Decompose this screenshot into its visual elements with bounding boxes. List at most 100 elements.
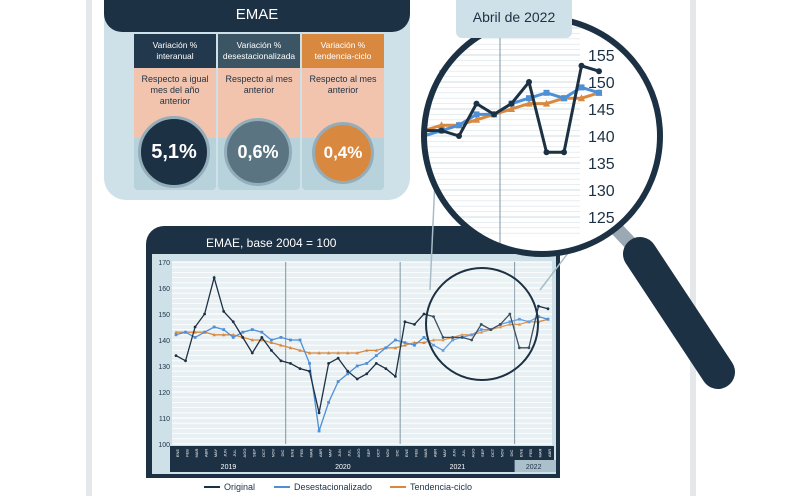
data-point [241,330,245,334]
data-point [203,330,207,334]
data-point [212,332,216,337]
data-point [432,343,435,347]
year-label: 2022 [526,464,542,471]
summary-title: EMAE [104,0,410,32]
data-point [393,345,398,350]
column-desestacionalizada: Variación % desestacionalizada Respecto … [218,34,300,192]
data-point [403,341,407,344]
data-point [336,380,340,383]
data-point [260,336,264,339]
value-bubble: 0,4% [312,122,374,184]
data-point [241,336,245,339]
y-tick-label: 160 [158,286,170,293]
data-point [489,328,493,331]
y-tick-label: 170 [158,260,170,267]
chart-area: 100 110 120 130 140 150 160 170 ENE FEB MAR ABR MAY J… [152,254,559,474]
data-point [479,323,483,326]
x-tick-label: JUL [461,449,466,457]
data-point [212,276,216,279]
x-tick-label: JUN [452,449,457,457]
x-tick-label: AGO [356,449,361,458]
year-label: 2019 [221,464,237,471]
data-point [269,340,274,344]
data-point [517,317,521,321]
data-point [365,348,369,352]
data-point [326,351,331,355]
plot-background [172,262,552,444]
data-point [298,338,302,342]
data-point [365,362,369,365]
data-point [308,362,311,365]
data-point [470,333,474,337]
legend-swatch [274,486,290,488]
column-title: Variación % tendencia-ciclo [302,34,384,68]
data-point [470,338,474,342]
legend-swatch [204,486,220,488]
data-point [460,332,464,337]
x-tick-label: JUL [347,449,352,457]
data-point [327,362,331,365]
data-point [517,346,521,350]
x-tick-label: ENE [175,449,180,458]
column-title: Variación % interanual [134,34,216,68]
data-point [479,330,483,334]
y-tick-label: 130 [158,364,170,371]
data-point [355,351,359,355]
x-tick-label: ENE [518,449,523,458]
x-tick-label: ABR [204,449,209,457]
x-tick-label: ENE [289,449,294,458]
data-point [260,330,264,334]
data-point [193,330,197,334]
data-point [527,346,531,350]
x-tick-label: JUN [223,449,228,457]
column-interanual: Variación % interanual Respecto a igual … [134,34,216,192]
x-tick-label: MAR [309,448,314,457]
data-point [412,340,417,344]
data-point [222,328,226,331]
x-tick-label: NOV [385,448,390,457]
data-point [374,354,378,357]
y-tick-label: 110 [159,416,170,423]
y-tick-label: 120 [158,390,170,397]
data-point [403,343,407,347]
legend-original: Original [204,482,255,492]
x-tick-label: NOV [499,448,504,457]
data-point [174,333,178,337]
x-tick-label: MAY [213,448,218,457]
x-tick-label: FEB [413,449,418,457]
data-point [384,367,388,370]
data-point [393,375,397,378]
line-chart: 100 110 120 130 140 150 160 170 ENE FEB MAR ABR MAY J… [158,260,559,472]
magnifier-label: Abril de 2022 [456,0,572,38]
data-point [193,336,197,339]
x-tick-label: AGO [242,449,247,458]
data-point [298,367,302,370]
data-point [307,351,312,355]
data-point [317,429,321,433]
x-tick-label: MAR [194,448,199,457]
month-axis-band [170,446,554,460]
data-point [517,322,522,326]
data-point [355,364,359,368]
x-tick-label: MAY [442,448,447,457]
column-tendencia: Variación % tendencia-ciclo Respecto al … [302,34,384,192]
chart-title: EMAE, base 2004 = 100 [206,236,337,250]
x-tick-label: OCT [490,448,495,457]
data-point [546,307,550,311]
x-tick-label: NOV [270,448,275,457]
data-point [289,338,292,342]
data-point [374,348,378,352]
x-tick-label: FEB [185,449,190,457]
legend-swatch [390,486,406,488]
x-tick-label: SEP [480,449,485,457]
data-point [269,338,273,342]
data-point [374,362,378,365]
data-point [317,411,321,415]
data-point [508,312,512,316]
value-text: 0,6% [237,141,279,162]
data-point [441,349,445,352]
data-point [460,336,464,339]
data-point [393,338,397,342]
data-point [184,359,187,363]
data-point [288,345,293,350]
